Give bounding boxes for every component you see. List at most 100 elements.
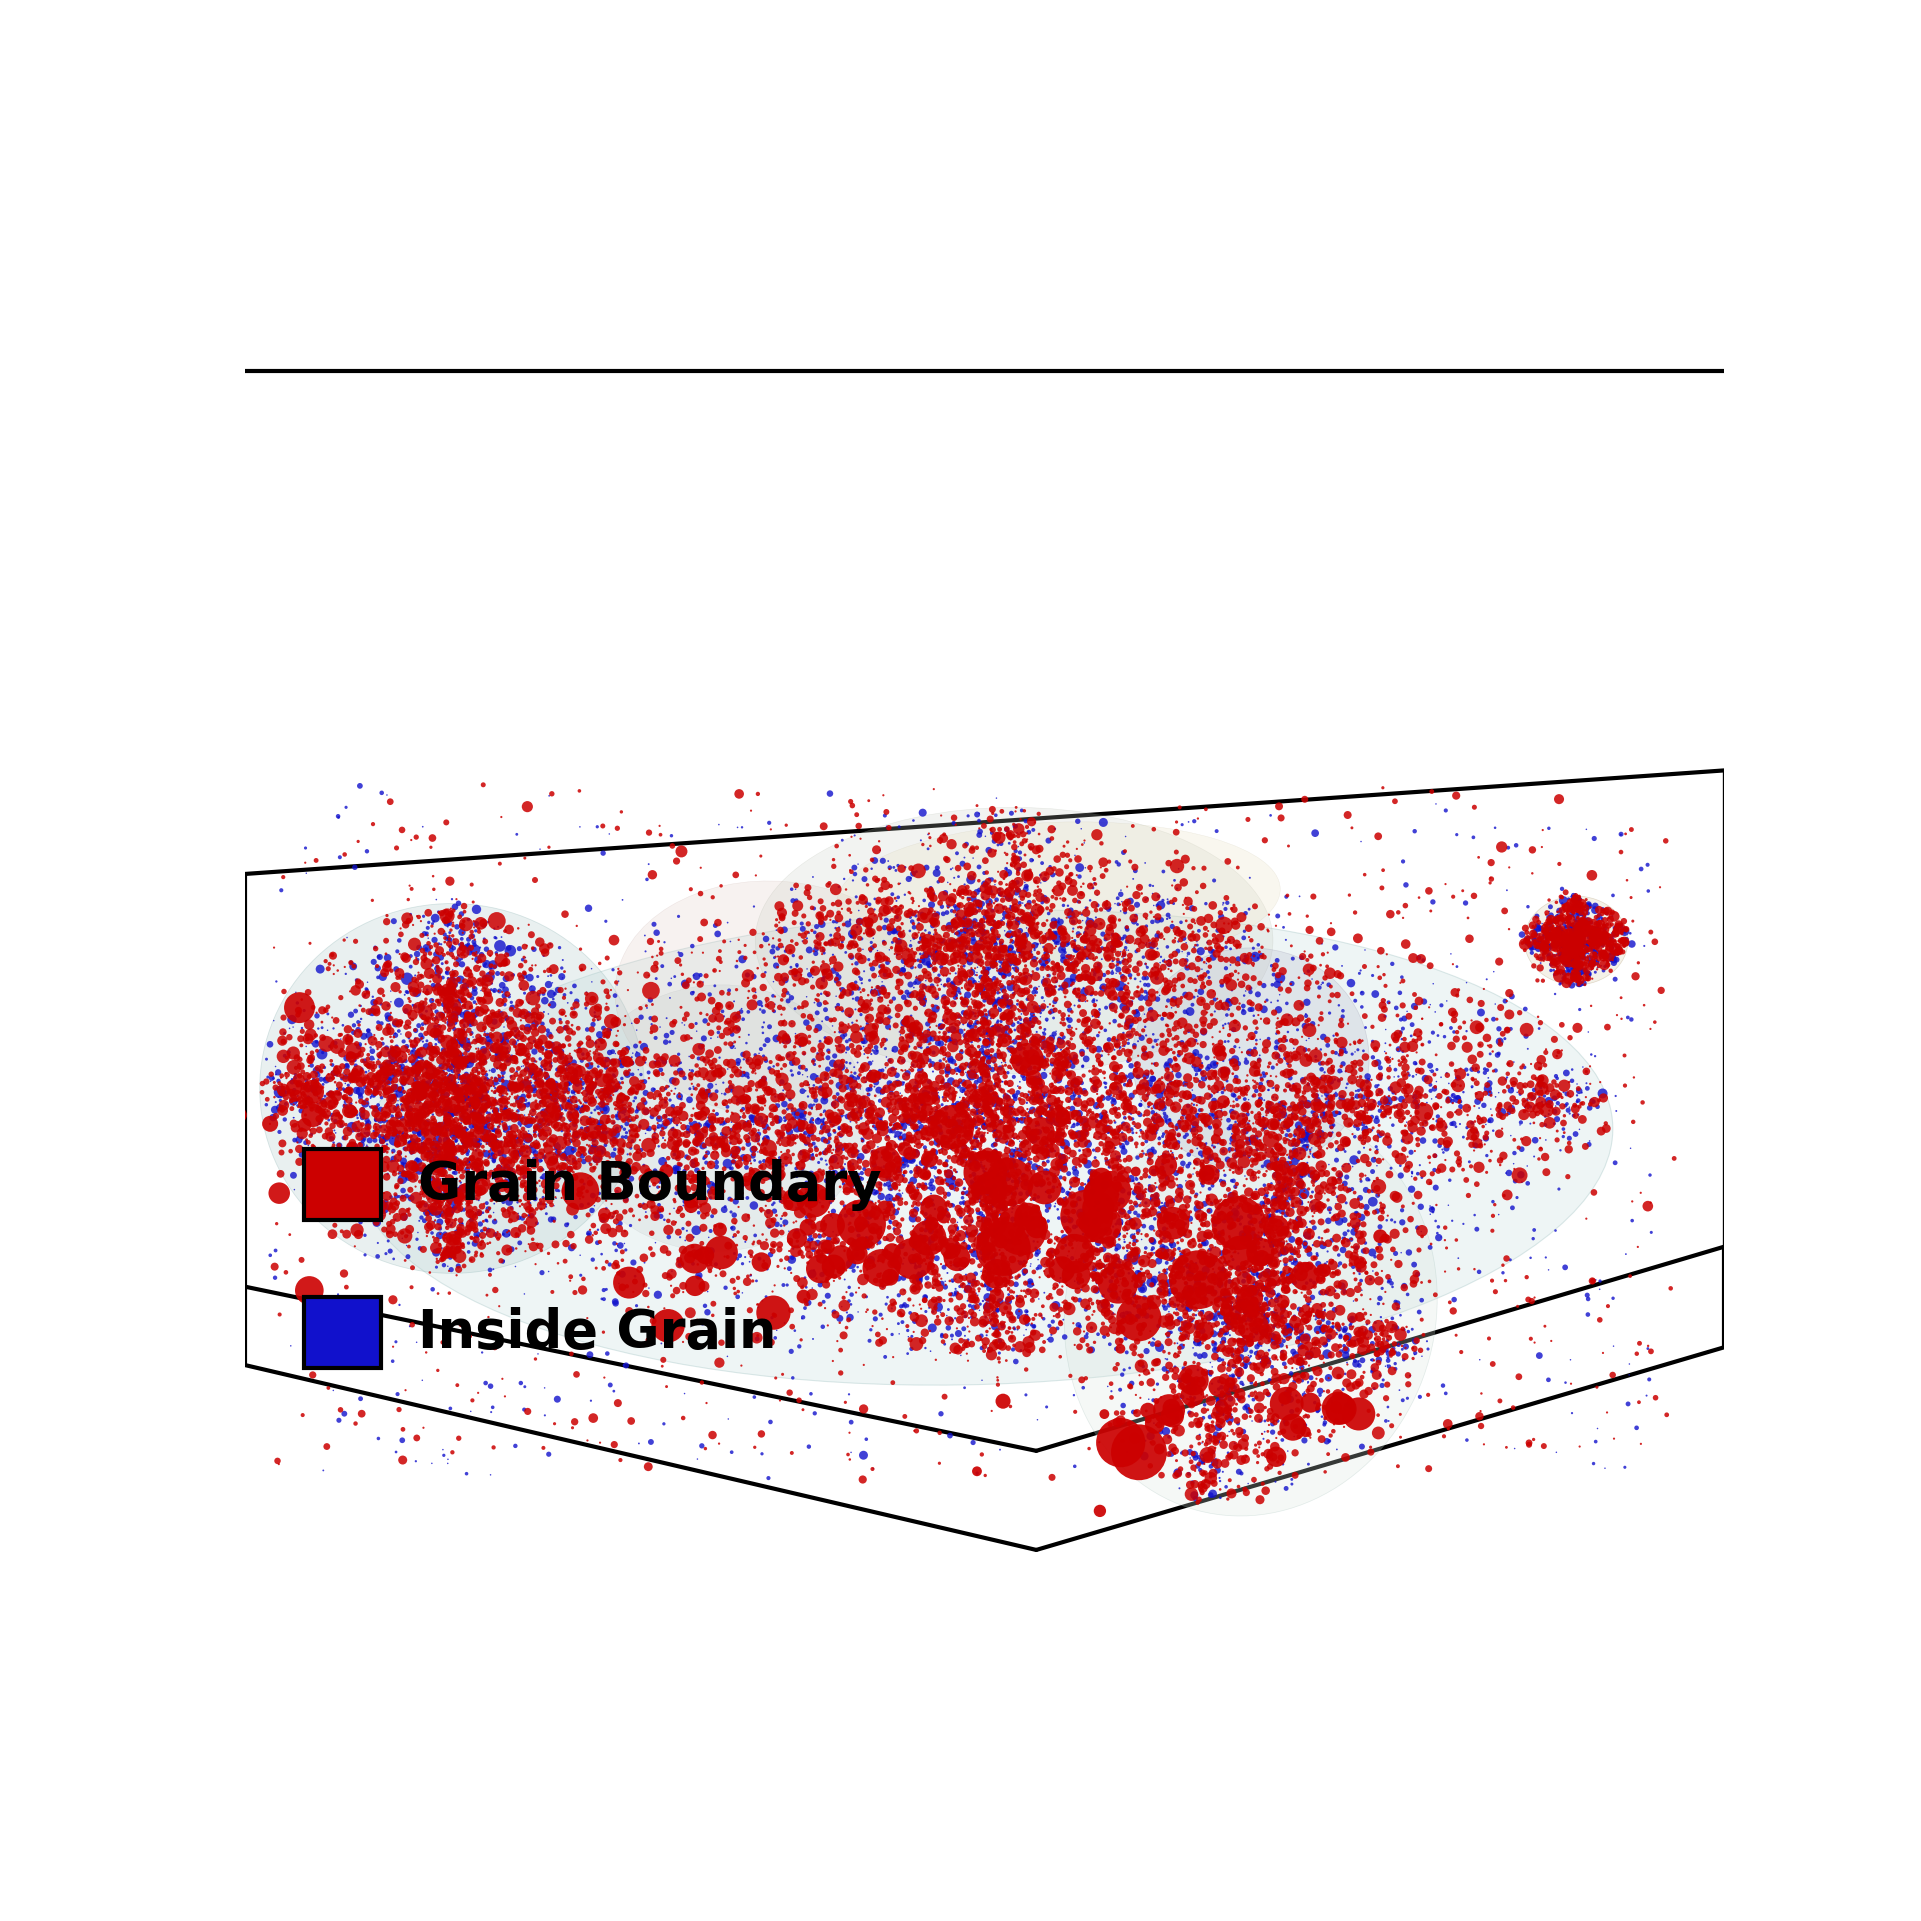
Point xyxy=(1241,1331,1272,1362)
Point xyxy=(1277,1103,1308,1133)
Point xyxy=(730,1222,761,1252)
Point xyxy=(1010,1297,1041,1327)
Point xyxy=(1260,1110,1291,1141)
Point xyxy=(863,1005,893,1035)
Point xyxy=(1498,1068,1529,1099)
Point xyxy=(1435,1287,1466,1318)
Point xyxy=(953,945,984,976)
Point xyxy=(962,1091,993,1122)
Point xyxy=(799,1082,830,1112)
Point xyxy=(1068,1145,1099,1176)
Point xyxy=(859,1174,889,1204)
Point xyxy=(1383,1099,1414,1130)
Point xyxy=(463,912,494,943)
Point xyxy=(882,903,912,934)
Point xyxy=(743,1228,774,1258)
Point xyxy=(1035,1324,1066,1354)
Point xyxy=(1185,1201,1216,1231)
Point xyxy=(665,1128,695,1158)
Point xyxy=(920,941,951,972)
Point xyxy=(1239,941,1270,972)
Point xyxy=(1325,1028,1356,1058)
Point xyxy=(599,1251,630,1281)
Point xyxy=(471,1204,501,1235)
Point xyxy=(880,1185,911,1216)
Point xyxy=(943,926,974,957)
Point xyxy=(1212,1026,1243,1057)
Point xyxy=(375,1220,405,1251)
Point xyxy=(836,1114,866,1145)
Point xyxy=(284,1124,315,1155)
Point xyxy=(1556,943,1587,974)
Point xyxy=(659,1007,690,1037)
Point xyxy=(797,1093,828,1124)
Point xyxy=(571,989,601,1020)
Point xyxy=(1295,1339,1325,1370)
Point xyxy=(1003,1016,1033,1047)
Point xyxy=(1120,1156,1151,1187)
Point xyxy=(1156,1153,1187,1183)
Point xyxy=(528,1082,559,1112)
Point xyxy=(1149,1308,1179,1339)
Point xyxy=(1199,976,1229,1007)
Point xyxy=(1074,907,1105,937)
Point xyxy=(632,1156,663,1187)
Point xyxy=(659,1128,690,1158)
Point xyxy=(1231,1222,1262,1252)
Point xyxy=(1206,901,1237,932)
Point xyxy=(1099,1093,1130,1124)
Point xyxy=(1370,1350,1400,1381)
Point xyxy=(1226,1251,1256,1281)
Point xyxy=(976,838,1007,868)
Point xyxy=(964,1089,995,1120)
Point xyxy=(964,1224,995,1254)
Point xyxy=(718,1331,749,1362)
Point xyxy=(872,1122,903,1153)
Point xyxy=(1151,1201,1181,1231)
Point xyxy=(1389,1103,1420,1133)
Point xyxy=(1126,1254,1156,1285)
Point xyxy=(471,1057,501,1087)
Point xyxy=(790,1285,820,1316)
Point xyxy=(1239,1468,1270,1498)
Point xyxy=(398,1085,428,1116)
Point xyxy=(976,945,1007,976)
Point xyxy=(446,924,476,955)
Point xyxy=(1335,1310,1366,1341)
Point xyxy=(1106,1197,1137,1228)
Point xyxy=(888,1160,918,1191)
Point xyxy=(1026,878,1057,909)
Point xyxy=(893,1120,924,1151)
Point xyxy=(307,1072,338,1103)
Point xyxy=(966,1320,997,1350)
Point xyxy=(1110,1103,1141,1133)
Point xyxy=(645,1116,676,1147)
Point xyxy=(536,1106,567,1137)
Point xyxy=(1053,899,1083,930)
Point xyxy=(1543,1116,1573,1147)
Point xyxy=(632,1114,663,1145)
Point xyxy=(465,1105,496,1135)
Point xyxy=(697,1179,728,1210)
Point xyxy=(432,1139,463,1170)
Point xyxy=(701,1128,732,1158)
Point xyxy=(440,1158,471,1189)
Point xyxy=(446,1093,476,1124)
Point xyxy=(955,864,985,895)
Point xyxy=(995,1302,1026,1333)
Point xyxy=(1097,1299,1128,1329)
Point xyxy=(1256,1418,1287,1448)
Point xyxy=(503,987,534,1018)
Point xyxy=(601,813,632,843)
Point xyxy=(392,1195,423,1226)
Point xyxy=(707,1108,738,1139)
Point xyxy=(565,934,596,964)
Point xyxy=(325,1024,355,1055)
Point xyxy=(703,1003,734,1033)
Point xyxy=(574,1108,605,1139)
Point xyxy=(1268,1325,1299,1356)
Point xyxy=(855,1178,886,1208)
Point xyxy=(707,978,738,1009)
Point xyxy=(926,968,957,999)
Point xyxy=(688,1153,718,1183)
